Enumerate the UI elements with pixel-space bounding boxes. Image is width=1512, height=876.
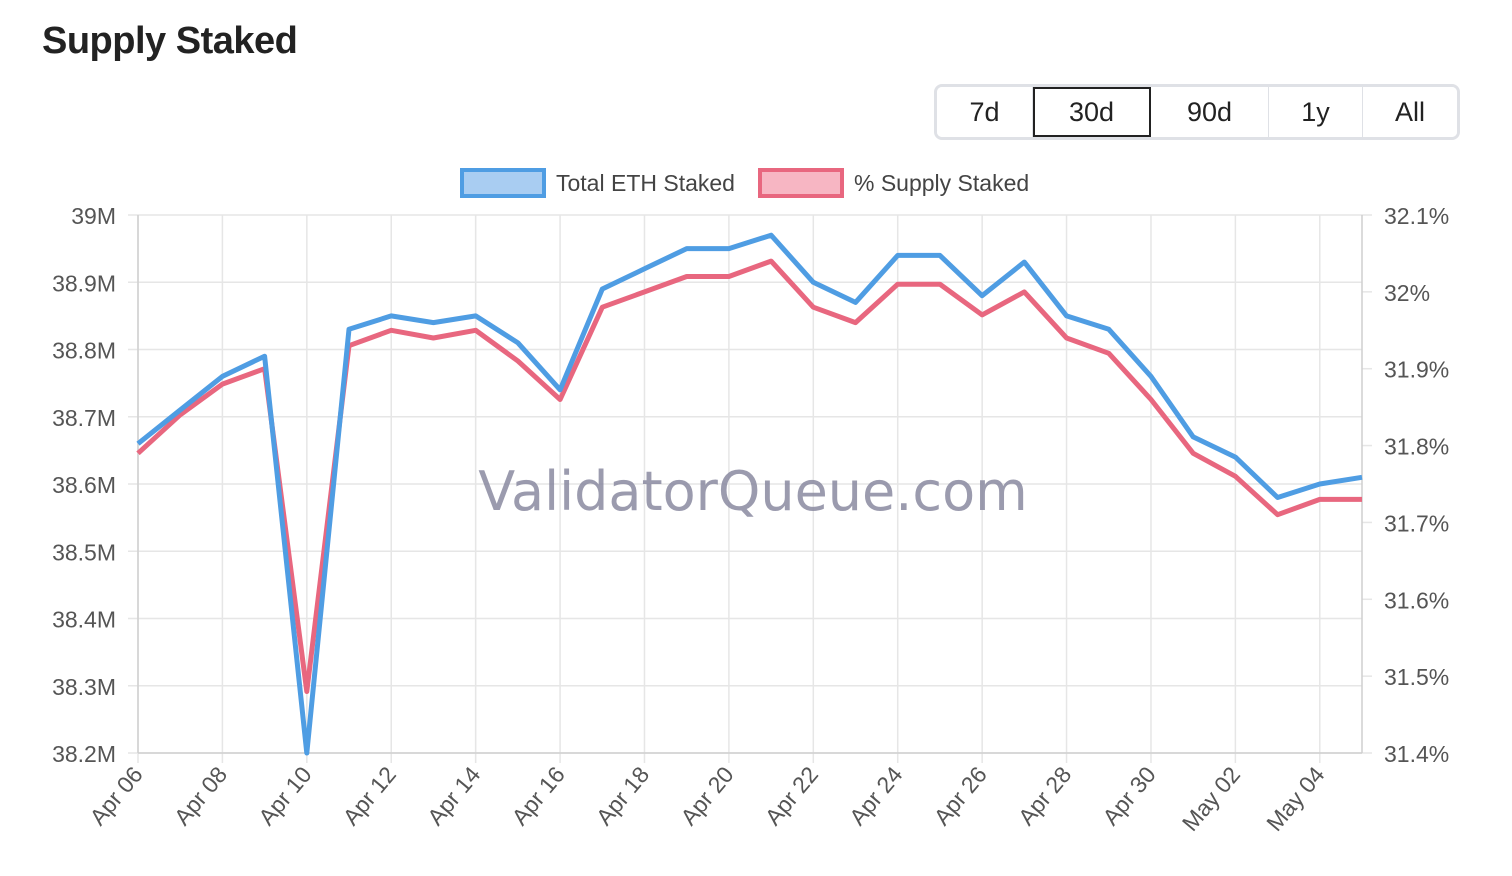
x-tick-label: Apr 26 (928, 762, 991, 831)
supply-staked-chart: 39M 38.9M 38.8M 38.7M 38.6M 38.5M 38.4M 38.3M 38… (52, 168, 1449, 837)
y-left-tick-label: 39M (71, 203, 116, 229)
x-tick-label: Apr 18 (591, 762, 654, 831)
y-left-tick-label: 38.3M (52, 674, 116, 700)
range-30d-button[interactable]: 30d (1033, 87, 1151, 137)
range-90d-button[interactable]: 90d (1151, 87, 1269, 137)
range-1y-button[interactable]: 1y (1269, 87, 1363, 137)
range-7d-button[interactable]: 7d (937, 87, 1033, 137)
x-tick-label: Apr 30 (1097, 762, 1160, 831)
legend-swatch (460, 168, 546, 198)
legend-item-percent-supply-staked[interactable]: % Supply Staked (758, 168, 1029, 198)
x-tick-label: Apr 24 (844, 761, 908, 830)
legend-label: Total ETH Staked (556, 170, 735, 196)
x-tick-label: Apr 28 (1013, 762, 1076, 831)
time-range-selector: 7d 30d 90d 1y All (934, 84, 1460, 140)
series (136, 232, 1363, 756)
x-tick-label: Apr 08 (169, 762, 232, 831)
x-tick-label: Apr 14 (422, 761, 486, 830)
y-left-tick-label: 38.7M (52, 405, 116, 431)
x-tick-label: Apr 16 (506, 762, 569, 831)
y-left-tick-label: 38.5M (52, 539, 116, 565)
y-right-tick-label: 31.6% (1384, 587, 1449, 613)
y-right-tick-label: 31.4% (1384, 741, 1449, 767)
x-tick-label: Apr 22 (760, 762, 823, 831)
x-tick-label: Apr 10 (253, 762, 316, 831)
watermark-text: ValidatorQueue.com (478, 460, 1028, 523)
y-right-tick-label: 31.7% (1384, 510, 1449, 536)
y-left-tick-label: 38.6M (52, 472, 116, 498)
x-tick-label: May 04 (1261, 761, 1330, 836)
y-right-tick-label: 31.9% (1384, 357, 1449, 383)
x-tick-label: Apr 06 (84, 762, 147, 831)
legend-item-total-eth-staked[interactable]: Total ETH Staked (460, 168, 735, 198)
legend-swatch (758, 168, 844, 198)
range-all-button[interactable]: All (1363, 87, 1457, 137)
y-left-tick-label: 38.2M (52, 741, 116, 767)
y-left-tick-label: 38.4M (52, 607, 116, 633)
x-tick-label: Apr 20 (675, 762, 738, 831)
y-right-tick-label: 32% (1384, 280, 1430, 306)
x-tick-label: May 02 (1177, 762, 1245, 837)
y-right-tick-label: 31.8% (1384, 434, 1449, 460)
y-right-tick-label: 32.1% (1384, 203, 1449, 229)
series-line-total-eth-staked (136, 232, 1363, 756)
legend-label: % Supply Staked (854, 170, 1029, 196)
y-left-tick-label: 38.8M (52, 338, 116, 364)
page-title: Supply Staked (42, 20, 298, 62)
x-tick-label: Apr 12 (338, 762, 401, 831)
y-left-tick-label: 38.9M (52, 270, 116, 296)
grid (128, 214, 1372, 763)
legend[interactable]: Total ETH Staked % Supply Staked (460, 168, 1029, 198)
y-right-tick-label: 31.5% (1384, 664, 1449, 690)
